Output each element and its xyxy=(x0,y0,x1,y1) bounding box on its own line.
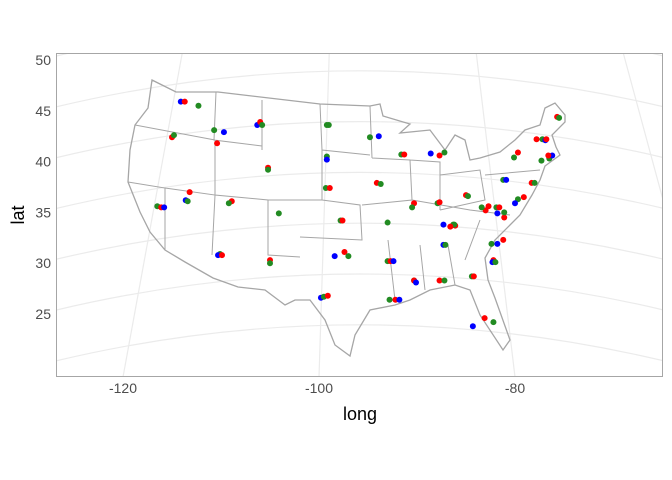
long-gridline xyxy=(622,53,663,203)
data-point xyxy=(442,241,449,248)
data-point xyxy=(323,156,330,163)
lat-gridline xyxy=(56,70,663,108)
data-point xyxy=(447,223,454,230)
y-tick-label: 45 xyxy=(35,103,51,119)
data-point xyxy=(556,114,563,121)
panel-border xyxy=(56,53,663,377)
data-point xyxy=(341,249,348,256)
x-tick-label: -120 xyxy=(109,380,137,396)
data-point xyxy=(211,127,218,134)
data-point xyxy=(386,296,393,303)
lat-gridline xyxy=(56,273,663,311)
lat-gridline xyxy=(40,0,672,9)
y-axis-ticks: 25 30 35 40 45 50 xyxy=(35,52,51,322)
data-point xyxy=(324,292,331,299)
lat-gridline xyxy=(56,324,663,362)
y-tick-label: 35 xyxy=(35,204,51,220)
data-point xyxy=(538,157,545,164)
graticule xyxy=(40,0,672,377)
x-tick-label: -100 xyxy=(305,380,333,396)
data-point xyxy=(259,122,266,129)
data-point xyxy=(503,176,510,183)
data-point xyxy=(161,204,168,211)
data-point xyxy=(436,152,443,159)
x-axis-title: long xyxy=(343,404,377,424)
data-point xyxy=(469,323,476,330)
data-point xyxy=(195,102,202,109)
data-point xyxy=(436,199,443,206)
data-point xyxy=(531,179,538,186)
data-point xyxy=(440,221,447,228)
data-point xyxy=(494,240,501,247)
data-point xyxy=(186,189,193,196)
data-point xyxy=(375,133,382,140)
data-point xyxy=(501,214,508,221)
y-axis-title: lat xyxy=(8,205,28,224)
us-outline xyxy=(127,79,566,358)
data-point xyxy=(494,210,501,217)
lat-gridline xyxy=(56,222,663,260)
points-layer xyxy=(154,98,563,330)
long-gridline xyxy=(122,53,183,377)
data-point xyxy=(409,204,416,211)
data-point xyxy=(345,253,352,260)
y-tick-label: 25 xyxy=(35,306,51,322)
data-point xyxy=(384,219,391,226)
data-point xyxy=(413,279,420,286)
x-tick-label: -80 xyxy=(505,380,525,396)
data-point xyxy=(181,98,188,105)
data-point xyxy=(512,200,518,207)
lat-gridline xyxy=(56,171,663,210)
data-point xyxy=(218,252,225,259)
data-point xyxy=(331,253,338,260)
data-point xyxy=(492,259,499,266)
data-point xyxy=(511,154,518,161)
data-point xyxy=(514,149,521,156)
data-point xyxy=(401,151,408,158)
data-point xyxy=(500,236,507,243)
data-point xyxy=(496,204,503,211)
data-point xyxy=(267,260,273,267)
data-point xyxy=(326,185,333,192)
data-point xyxy=(545,152,552,159)
data-point xyxy=(464,193,471,200)
data-point xyxy=(533,136,540,143)
state-borders xyxy=(127,91,541,301)
data-point xyxy=(470,273,477,280)
long-gridline xyxy=(318,53,330,377)
y-tick-label: 40 xyxy=(35,154,51,170)
data-point xyxy=(220,129,227,136)
data-point xyxy=(481,315,488,322)
data-point xyxy=(478,204,485,211)
data-point xyxy=(543,136,550,143)
data-point xyxy=(275,210,282,217)
data-point xyxy=(520,194,527,201)
data-point xyxy=(325,122,332,129)
data-point xyxy=(366,134,373,141)
data-point xyxy=(441,149,448,156)
data-point xyxy=(436,277,443,284)
data-point xyxy=(170,132,177,139)
data-point xyxy=(339,217,346,224)
data-point xyxy=(225,200,232,207)
y-tick-label: 30 xyxy=(35,255,51,271)
data-point xyxy=(390,258,397,265)
data-point xyxy=(377,180,384,187)
data-point xyxy=(265,166,272,173)
data-point xyxy=(396,296,403,303)
x-axis-ticks: -120 -100 -80 xyxy=(109,380,525,396)
data-point xyxy=(501,209,508,216)
data-point xyxy=(490,319,497,326)
data-point xyxy=(488,240,495,247)
y-tick-label: 50 xyxy=(35,52,51,68)
data-point xyxy=(184,198,191,205)
data-point xyxy=(441,277,448,284)
lat-gridline xyxy=(56,121,663,159)
data-point xyxy=(427,150,434,157)
data-point xyxy=(214,140,221,147)
